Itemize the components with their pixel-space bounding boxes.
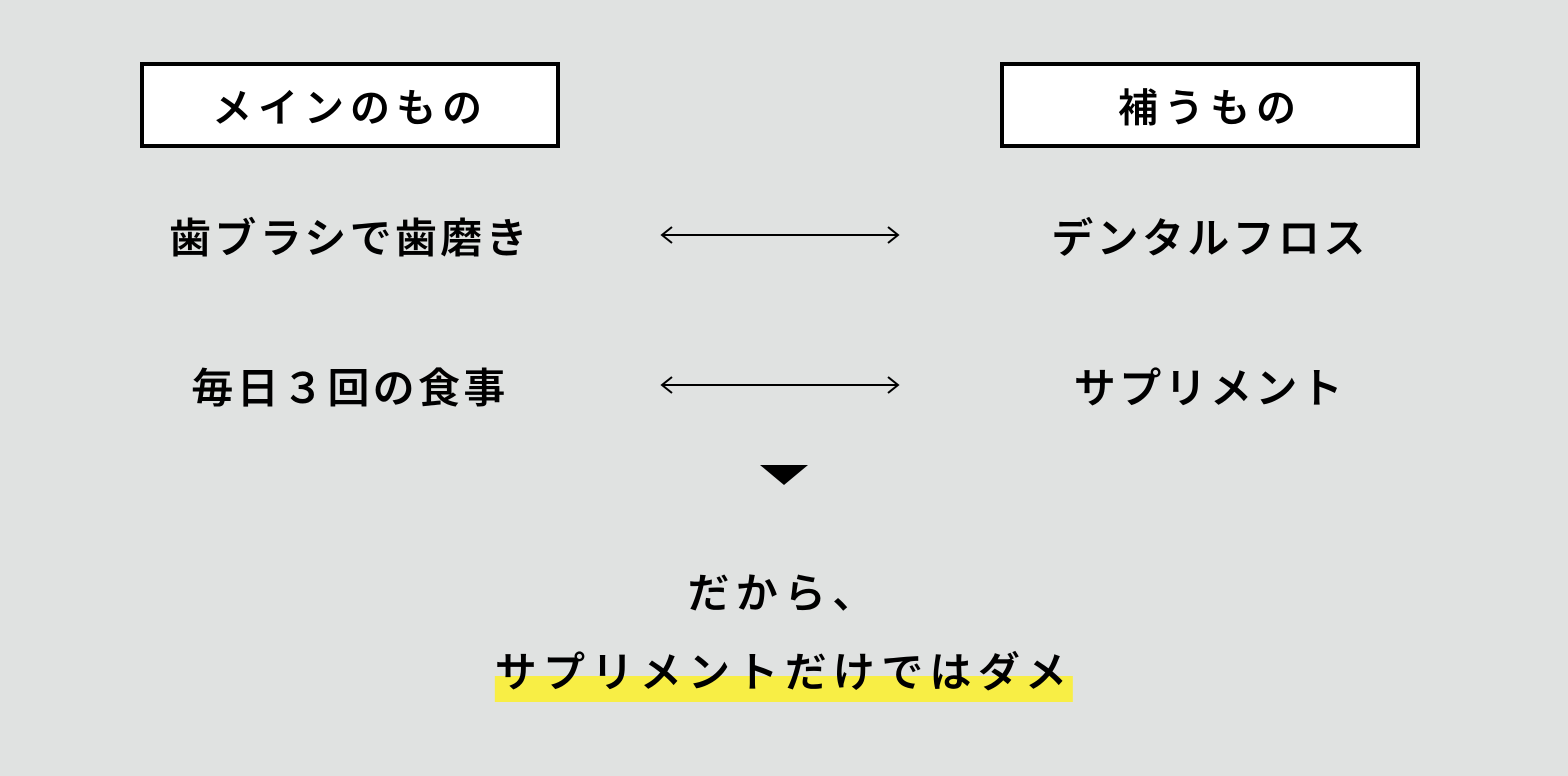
row2-left-text: 毎日３回の食事 bbox=[110, 355, 590, 416]
header-right-label: 補うもの bbox=[1118, 76, 1302, 134]
header-box-supplement: 補うもの bbox=[1000, 62, 1420, 148]
bidirectional-arrow-2 bbox=[640, 373, 920, 397]
row1-right-text: デンタルフロス bbox=[970, 205, 1450, 266]
header-left-label: メインのもの bbox=[212, 76, 488, 134]
bidirectional-arrow-1 bbox=[640, 223, 920, 247]
header-box-main: メインのもの bbox=[140, 62, 560, 148]
row1-left-text: 歯ブラシで歯磨き bbox=[110, 205, 590, 266]
conclusion-block: だから、 サプリメントだけではダメ bbox=[495, 560, 1073, 700]
down-triangle-icon bbox=[760, 465, 808, 490]
conclusion-line1: だから、 bbox=[495, 560, 1073, 621]
row2-right-text: サプリメント bbox=[970, 355, 1450, 416]
conclusion-line2-wrap: サプリメントだけではダメ bbox=[495, 639, 1073, 700]
conclusion-line2: サプリメントだけではダメ bbox=[495, 639, 1073, 700]
